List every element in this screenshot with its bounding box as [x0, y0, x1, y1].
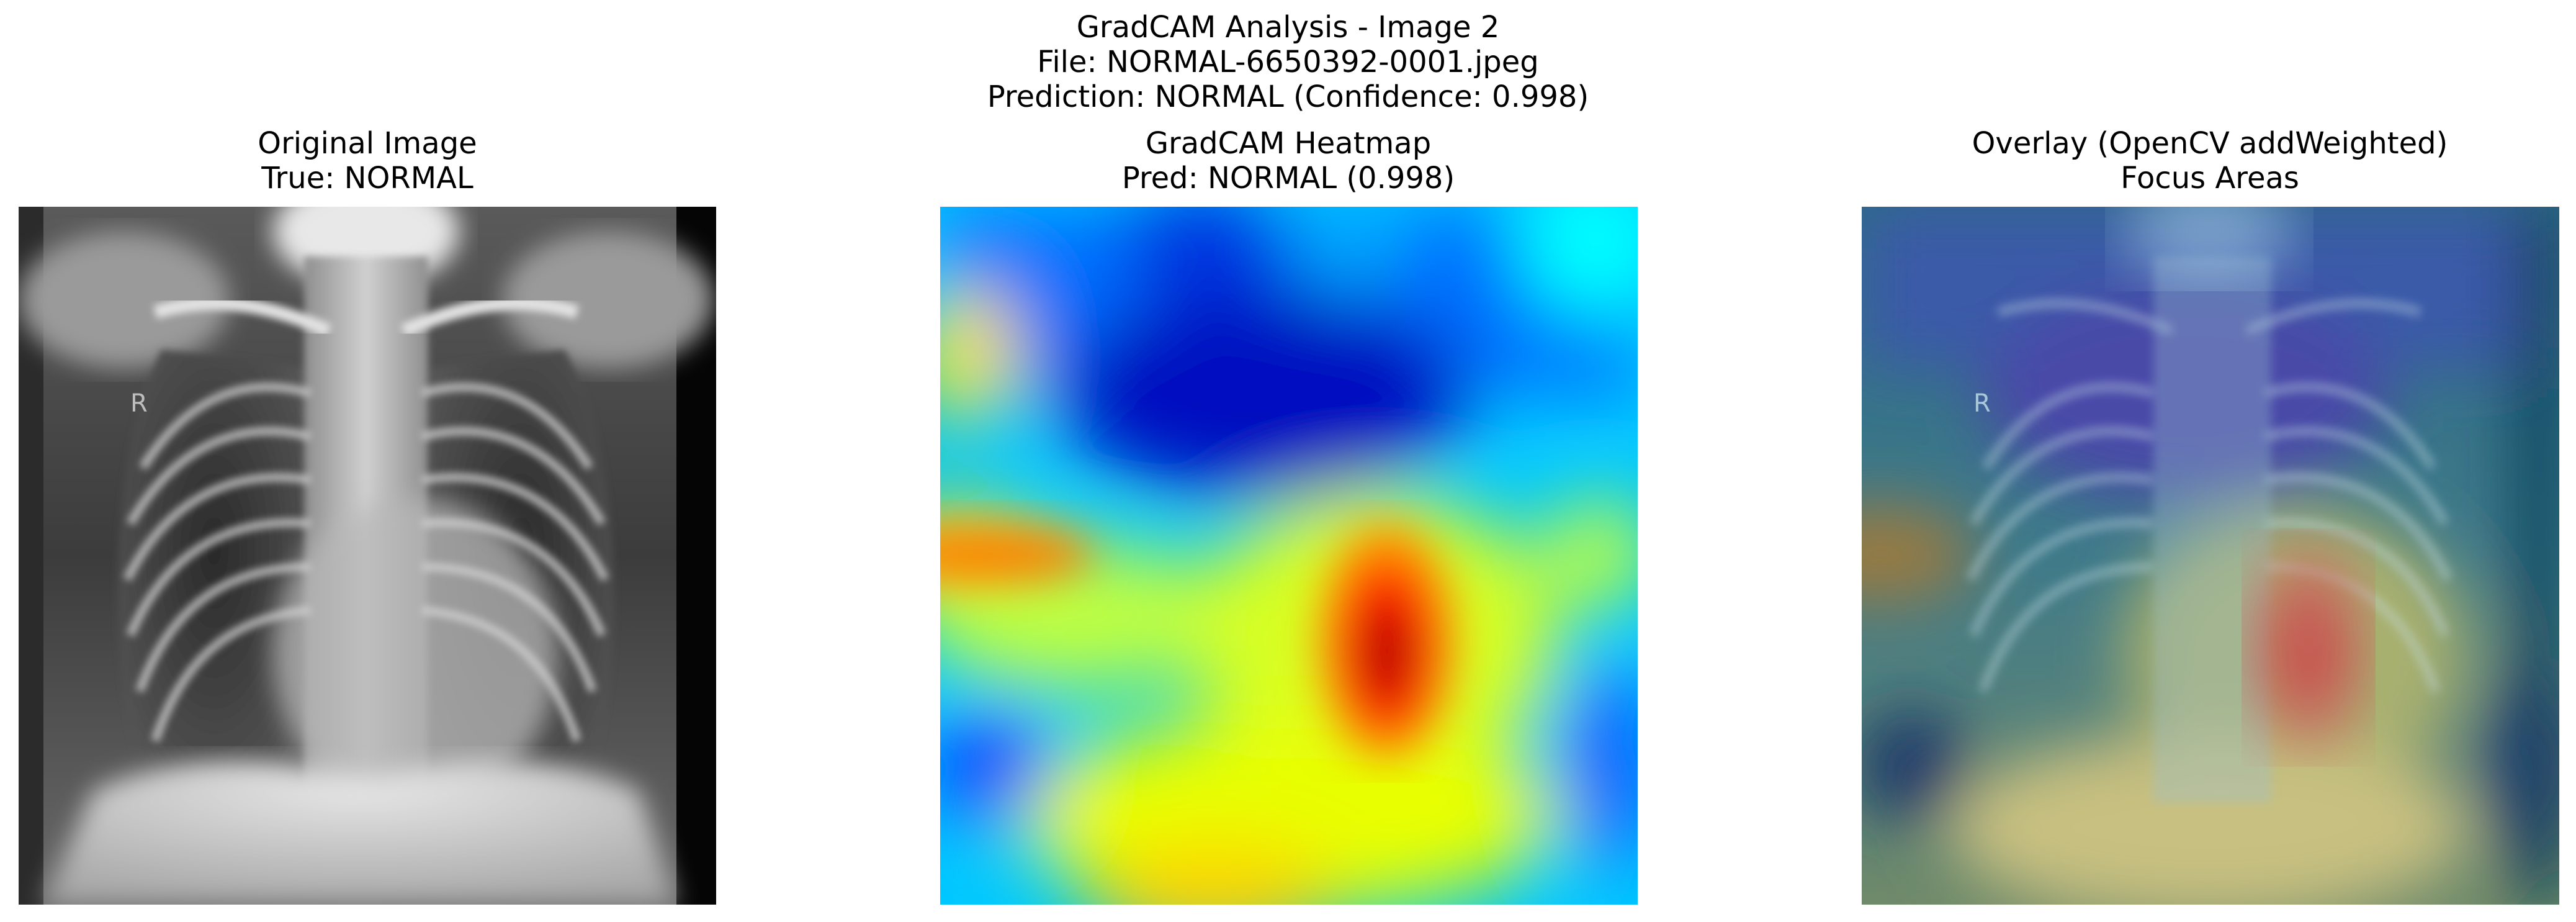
- original-image-title: Original Image True: NORMAL: [0, 126, 771, 196]
- gradcam-heatmap-image: [940, 207, 1638, 905]
- figure-title: GradCAM Analysis - Image 2 File: NORMAL-…: [0, 10, 2576, 114]
- original-image-title-line-1: Original Image: [258, 126, 477, 161]
- overlay-title-line-1: Overlay (OpenCV addWeighted): [1972, 126, 2448, 161]
- overlay-side-marker-r: R: [1973, 389, 1991, 418]
- original-image-title-line-2: True: NORMAL: [261, 161, 473, 196]
- gradcam-overlay-image: R: [1862, 207, 2559, 905]
- overlay-title-line-2: Focus Areas: [2120, 161, 2299, 196]
- figure-title-line-3: Prediction: NORMAL (Confidence: 0.998): [987, 79, 1589, 114]
- heatmap-title: GradCAM Heatmap Pred: NORMAL (0.998): [885, 126, 1692, 196]
- heatmap-title-line-1: GradCAM Heatmap: [1145, 126, 1432, 161]
- heatmap-title-line-2: Pred: NORMAL (0.998): [1121, 161, 1455, 196]
- overlay-title: Overlay (OpenCV addWeighted) Focus Areas: [1806, 126, 2576, 196]
- side-marker-r: R: [130, 389, 148, 418]
- figure-title-line-2: File: NORMAL-6650392-0001.jpeg: [1037, 45, 1539, 79]
- original-xray-image: R: [19, 207, 716, 905]
- figure-title-line-1: GradCAM Analysis - Image 2: [1076, 10, 1500, 45]
